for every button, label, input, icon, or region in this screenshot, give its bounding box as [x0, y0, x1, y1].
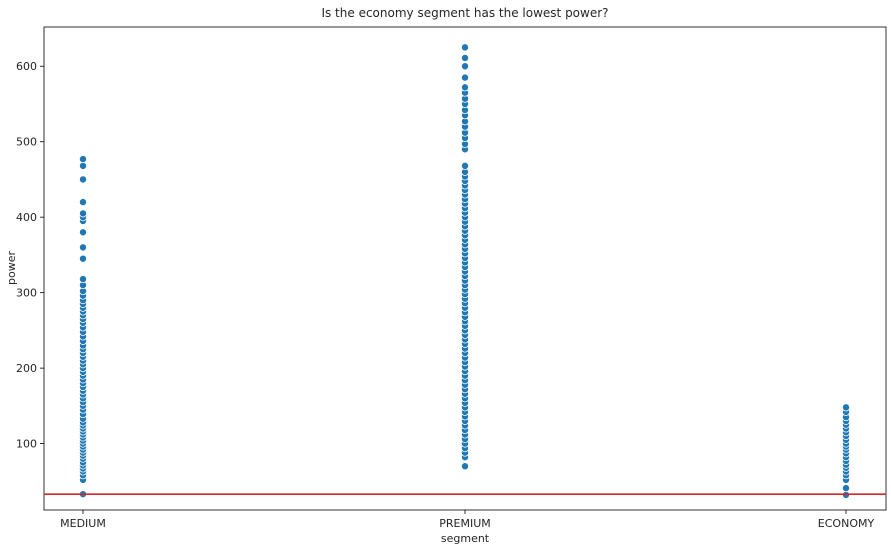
x-tick-label: ECONOMY	[818, 517, 875, 530]
data-point	[79, 228, 88, 237]
data-points	[79, 43, 851, 499]
data-point	[460, 73, 469, 82]
chart-title: Is the economy segment has the lowest po…	[321, 6, 608, 20]
data-point	[460, 43, 469, 52]
y-tick-label: 400	[16, 211, 37, 224]
x-axis-label: segment	[441, 532, 490, 545]
data-point	[79, 243, 88, 252]
data-point	[460, 53, 469, 62]
y-tick-label: 500	[16, 136, 37, 149]
data-point	[79, 161, 88, 170]
data-point	[79, 275, 88, 284]
data-point	[79, 155, 88, 164]
data-point	[460, 83, 469, 92]
y-tick-label: 600	[16, 60, 37, 73]
data-point	[460, 161, 469, 170]
data-point	[79, 254, 88, 263]
data-point	[79, 175, 88, 184]
y-axis-ticks: 100 200 300 400 500 600	[16, 60, 44, 451]
data-point	[842, 403, 851, 412]
data-point	[460, 462, 469, 471]
y-tick-label: 200	[16, 362, 37, 375]
data-point	[79, 198, 88, 207]
y-axis-label: power	[5, 251, 18, 285]
x-axis-ticks: MEDIUM PREMIUM ECONOMY	[60, 510, 874, 530]
data-point	[79, 209, 88, 218]
y-tick-label: 300	[16, 287, 37, 300]
x-tick-label: MEDIUM	[60, 517, 106, 530]
x-tick-label: PREMIUM	[439, 517, 491, 530]
data-point	[460, 62, 469, 71]
data-point	[842, 484, 851, 493]
y-tick-label: 100	[16, 438, 37, 451]
